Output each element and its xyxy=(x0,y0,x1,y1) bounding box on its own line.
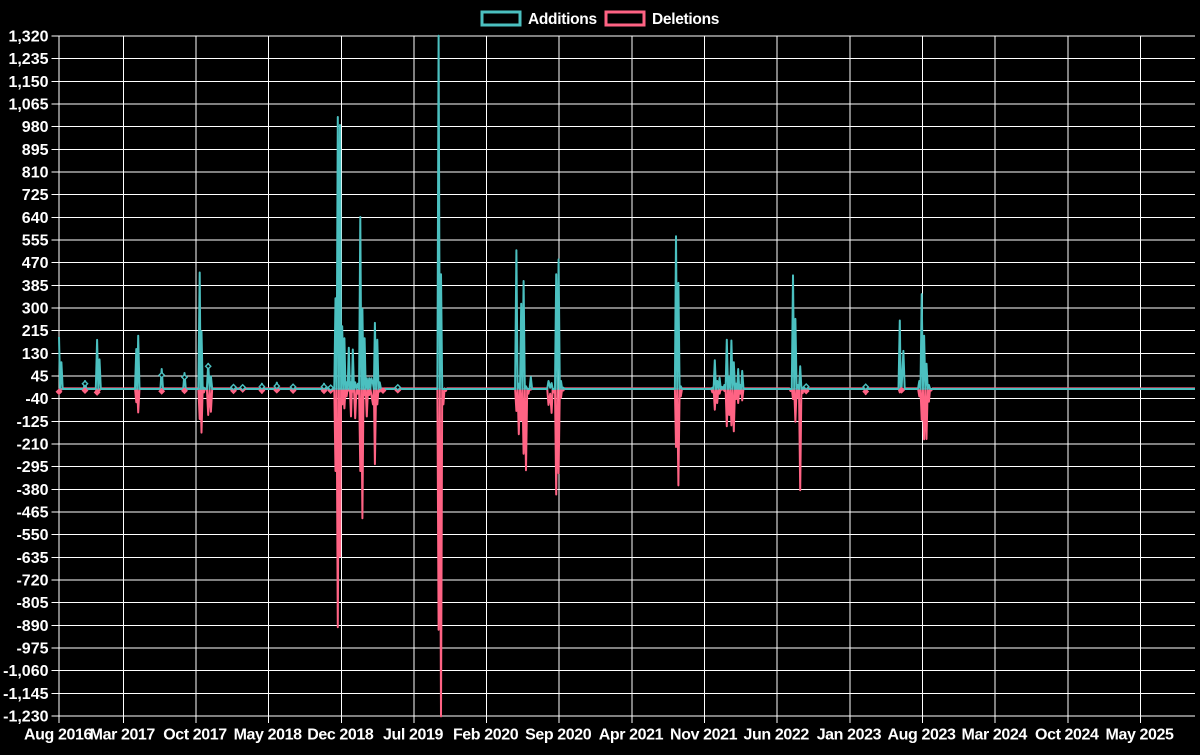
svg-text:Feb 2020: Feb 2020 xyxy=(453,727,519,744)
svg-text:May 2025: May 2025 xyxy=(1106,727,1174,744)
svg-text:Aug 2016: Aug 2016 xyxy=(24,727,92,744)
svg-text:1,150: 1,150 xyxy=(8,74,48,91)
svg-text:640: 640 xyxy=(22,210,49,227)
svg-text:-125: -125 xyxy=(16,414,48,431)
svg-text:-40: -40 xyxy=(25,391,48,408)
svg-text:Jun 2022: Jun 2022 xyxy=(744,727,810,744)
svg-text:1,065: 1,065 xyxy=(8,97,48,114)
svg-text:-1,230: -1,230 xyxy=(3,709,48,726)
svg-text:980: 980 xyxy=(22,119,49,136)
svg-text:300: 300 xyxy=(22,301,49,318)
svg-text:130: 130 xyxy=(22,346,49,363)
svg-text:1,235: 1,235 xyxy=(8,51,48,68)
svg-text:215: 215 xyxy=(22,323,49,340)
svg-text:Mar 2017: Mar 2017 xyxy=(90,727,156,744)
svg-text:810: 810 xyxy=(22,165,49,182)
svg-text:-890: -890 xyxy=(16,618,48,635)
svg-text:Deletions: Deletions xyxy=(652,11,719,28)
svg-text:Jul 2019: Jul 2019 xyxy=(383,727,443,744)
svg-text:May 2018: May 2018 xyxy=(234,727,302,744)
svg-text:Jan 2023: Jan 2023 xyxy=(817,727,882,744)
svg-text:-380: -380 xyxy=(16,482,48,499)
svg-text:-210: -210 xyxy=(16,437,48,454)
svg-text:895: 895 xyxy=(22,142,49,159)
svg-text:-1,060: -1,060 xyxy=(3,663,48,680)
svg-text:-975: -975 xyxy=(16,641,48,658)
svg-text:Mar 2024: Mar 2024 xyxy=(962,727,1028,744)
svg-text:1,320: 1,320 xyxy=(8,29,48,46)
svg-text:Apr 2021: Apr 2021 xyxy=(599,727,664,744)
svg-text:Additions: Additions xyxy=(528,11,597,28)
svg-text:Aug 2023: Aug 2023 xyxy=(888,727,956,744)
svg-text:385: 385 xyxy=(22,278,49,295)
svg-text:-465: -465 xyxy=(16,505,48,522)
svg-text:470: 470 xyxy=(22,255,49,272)
svg-text:Oct 2017: Oct 2017 xyxy=(163,727,227,744)
svg-text:-805: -805 xyxy=(16,595,48,612)
svg-text:-1,145: -1,145 xyxy=(3,686,48,703)
svg-text:45: 45 xyxy=(31,369,49,386)
svg-text:Nov 2021: Nov 2021 xyxy=(670,727,738,744)
svg-text:-635: -635 xyxy=(16,550,48,567)
svg-text:725: 725 xyxy=(22,187,49,204)
svg-text:-550: -550 xyxy=(16,527,48,544)
svg-text:-720: -720 xyxy=(16,573,48,590)
svg-text:555: 555 xyxy=(22,233,49,250)
svg-text:Sep 2020: Sep 2020 xyxy=(525,727,592,744)
svg-text:-295: -295 xyxy=(16,459,48,476)
svg-text:Oct 2024: Oct 2024 xyxy=(1035,727,1099,744)
svg-text:Dec 2018: Dec 2018 xyxy=(307,727,374,744)
